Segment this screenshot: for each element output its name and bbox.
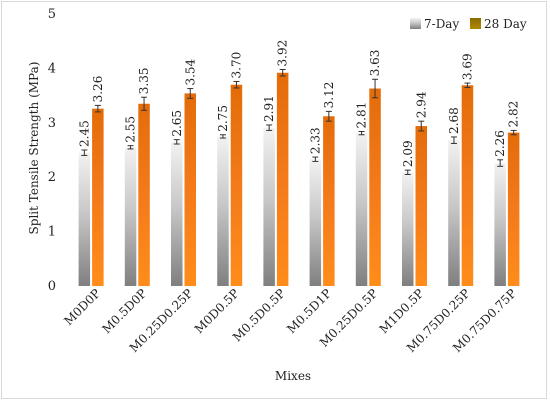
- error-bar-7day: [450, 136, 457, 144]
- bar-7day: [448, 140, 460, 286]
- data-label-7day: 2.75: [216, 105, 230, 132]
- bar-28day: [138, 103, 150, 286]
- error-bar-28day: [141, 96, 148, 111]
- bar-28day: [276, 72, 289, 286]
- error-bar-7day: [266, 124, 273, 131]
- data-label-28day: 3.12: [322, 82, 336, 109]
- bar-28day: [369, 88, 381, 286]
- error-bar-7day: [404, 169, 411, 175]
- error-bar-7day: [497, 159, 504, 167]
- bar-7day: [494, 163, 506, 286]
- bar-28day: [507, 132, 520, 286]
- data-label-7day: 2.68: [447, 107, 461, 134]
- y-tick-label: 1: [48, 225, 56, 240]
- bar-28day: [230, 84, 243, 286]
- y-tick-label: 0: [48, 279, 56, 294]
- bars: 2.45 3.26 2.55 3.35 2.65 3.54 2.75 3.70 2.91 3.92…: [77, 40, 521, 287]
- error-bar-7day: [219, 134, 226, 139]
- error-bar-7day: [173, 139, 180, 145]
- legend-label-7day: 7-Day: [424, 17, 459, 31]
- error-bar-28day: [187, 88, 194, 99]
- error-bar-7day: [312, 156, 319, 162]
- data-label-7day: 2.45: [77, 120, 91, 147]
- data-label-28day: 3.54: [183, 58, 197, 85]
- error-bar-7day: [358, 131, 365, 136]
- y-tick-label: 5: [48, 7, 56, 22]
- y-axis-title: Split Tensile Strength (MPa): [27, 62, 41, 235]
- data-label-28day: 3.35: [137, 68, 151, 95]
- y-axis-ticks: 0 1 2 3 4 5: [48, 7, 56, 294]
- data-label-28day: 3.69: [460, 53, 474, 80]
- data-label-28day: 3.70: [229, 52, 243, 79]
- legend-swatch-7day: [410, 18, 421, 29]
- data-label-7day: 2.81: [355, 102, 369, 129]
- data-label-28day: 2.82: [507, 101, 521, 128]
- data-label-28day: 3.26: [91, 76, 105, 103]
- bar-7day: [217, 136, 229, 286]
- error-bar-7day: [81, 149, 88, 156]
- error-bar-28day: [325, 110, 332, 122]
- data-label-7day: 2.09: [401, 140, 415, 167]
- category-label: M0D0P: [61, 286, 103, 328]
- bar-7day: [355, 133, 368, 286]
- bar-28day: [184, 93, 196, 286]
- bar-7day: [309, 159, 322, 286]
- bar-7day: [171, 141, 183, 286]
- error-bar-28day: [372, 78, 379, 99]
- bar-7day: [402, 172, 414, 286]
- data-label-28day: 3.92: [276, 40, 290, 67]
- error-bar-28day: [279, 68, 286, 77]
- y-tick-label: 3: [48, 116, 56, 131]
- error-bar-28day: [233, 80, 240, 89]
- bar-7day: [263, 127, 275, 286]
- y-tick-label: 4: [48, 61, 56, 76]
- bar-28day: [461, 85, 474, 286]
- data-label-7day: 2.91: [262, 95, 276, 122]
- bar-28day: [323, 116, 335, 286]
- error-bar-28day: [418, 120, 425, 132]
- category-labels: M0D0PM0.5D0PM0.25D0.25PM0D0.5PM0.5D0.5PM…: [61, 286, 519, 355]
- legend: 7-Day 28 Day: [410, 17, 527, 31]
- data-label-7day: 2.55: [124, 116, 138, 143]
- error-bar-7day: [127, 145, 134, 150]
- bar-28day: [92, 108, 104, 286]
- bar-28day: [415, 126, 427, 287]
- error-bar-28day: [510, 129, 517, 136]
- legend-label-28day: 28 Day: [484, 17, 527, 31]
- bar-7day: [124, 147, 137, 286]
- data-label-7day: 2.26: [493, 130, 507, 157]
- x-axis-title: Mixes: [275, 369, 311, 383]
- data-label-28day: 3.63: [368, 50, 382, 77]
- data-label-7day: 2.33: [308, 127, 322, 154]
- bar-7day: [78, 152, 91, 286]
- y-tick-label: 2: [48, 170, 56, 185]
- legend-swatch-28day: [470, 18, 481, 29]
- data-label-28day: 2.94: [414, 91, 428, 118]
- data-label-7day: 2.65: [170, 110, 184, 137]
- error-bar-28day: [94, 104, 101, 113]
- error-bar-28day: [464, 82, 471, 88]
